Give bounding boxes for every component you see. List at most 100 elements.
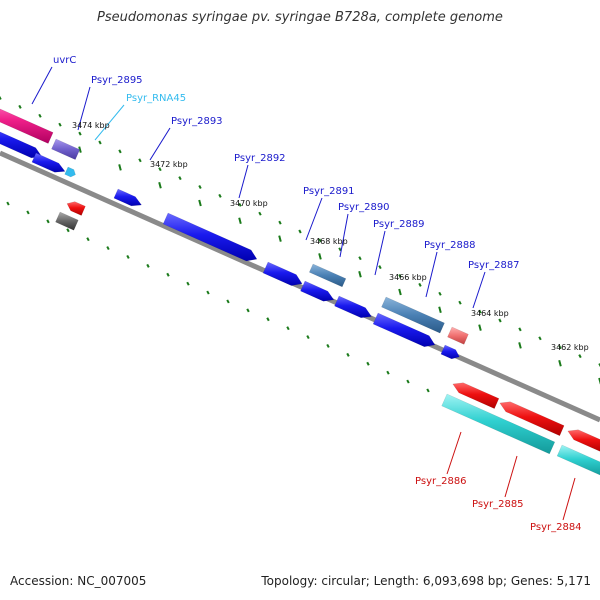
scale-label: 3464 kbp [471,309,509,318]
tick-mark [0,96,2,100]
tick-mark [158,181,162,189]
tick-mark [66,228,70,233]
gene-label-psyr-2890[interactable]: Psyr_2890 [338,202,390,213]
gene-feature-psyr-2889[interactable] [372,312,436,347]
tick-mark [246,308,250,313]
tick-mark [598,363,600,367]
gene-feature-forward[interactable] [334,295,372,319]
gene-label-uvrc[interactable]: uvrC [53,55,76,66]
tick-mark [186,281,190,286]
tick-mark [578,354,582,359]
tick-mark [458,300,462,305]
tick-mark [398,288,402,296]
tick-mark [318,238,322,243]
topology-text: Topology: circular; Length: 6,093,698 bp… [261,574,591,588]
gene-feature-psyr-2885[interactable] [499,401,565,437]
gene-label-psyr-2888[interactable]: Psyr_2888 [424,240,476,251]
tick-mark [358,256,362,261]
leader-line [446,431,462,475]
scale-label: 3474 kbp [72,121,110,130]
scale-label: 3468 kbp [310,237,348,246]
tick-mark [198,199,202,207]
leader-line [31,66,53,105]
tick-mark [386,370,390,375]
label-leader-lines [31,66,576,521]
tick-mark [378,265,382,270]
gene-label-psyr-2891[interactable]: Psyr_2891 [303,186,355,197]
gene-feature-psyr-2890[interactable] [300,280,335,302]
gene-feature-reverse[interactable] [66,201,86,216]
gene-feature-uvrc[interactable] [0,100,54,144]
tick-mark [278,235,282,242]
tick-mark [38,113,42,118]
gene-feature-psyr-2893[interactable] [113,188,142,207]
gene-label-psyr-2895[interactable]: Psyr_2895 [91,75,143,86]
gene-feature-psyr-2888[interactable] [381,296,445,334]
tick-mark [318,253,322,260]
tick-mark [338,247,342,252]
tick-mark [118,164,122,171]
tick-mark [298,229,302,234]
gene-label-psyr-2884[interactable]: Psyr_2884 [530,522,582,533]
tick-mark [218,193,222,198]
gene-feature-rna[interactable] [441,393,556,455]
gene-label-psyr-rna45[interactable]: Psyr_RNA45 [126,93,186,104]
tick-mark [158,167,162,172]
gene-label-psyr-2887[interactable]: Psyr_2887 [468,260,520,271]
tick-mark [358,270,362,278]
gene-feature-psyr-2892[interactable] [162,212,258,262]
gene-feature-psyr-2884[interactable] [567,429,600,453]
tick-mark [478,324,482,331]
tick-mark [306,335,310,340]
tick-mark [226,299,230,304]
tick-mark [198,185,202,189]
gene-feature-psyr-2895[interactable] [51,138,81,160]
tick-mark [346,352,350,357]
scale-label: 3466 kbp [389,273,427,282]
tick-mark [238,202,242,207]
gene-feature-forward[interactable] [262,261,303,286]
tick-mark [518,342,522,349]
tick-mark [266,317,270,322]
gene-label-psyr-2892[interactable]: Psyr_2892 [234,153,286,164]
tick-mark [46,219,50,224]
tick-mark [438,306,442,314]
tick-mark [58,122,62,127]
gene-feature-psyr-2891[interactable] [308,263,347,288]
gene-labels[interactable]: uvrC Psyr_2895 Psyr_RNA45 Psyr_2893 Psyr… [53,55,582,533]
tick-mark [498,318,502,323]
gene-feature-psyr-2886[interactable] [452,382,500,409]
gene-features [0,100,600,476]
tick-mark [366,361,370,366]
gene-label-psyr-2893[interactable]: Psyr_2893 [171,116,223,127]
scale-label: 3470 kbp [230,199,268,208]
leader-line [149,127,171,161]
tick-mark [118,149,122,154]
tick-mark [78,146,82,153]
gene-feature-forward[interactable] [31,152,66,173]
tick-mark [426,388,430,393]
tick-mark [98,140,102,145]
tick-mark [478,309,482,314]
gene-label-psyr-2889[interactable]: Psyr_2889 [373,219,425,230]
tick-mark [258,211,262,216]
tick-mark [6,201,10,206]
leader-line [77,86,91,131]
tick-mark [518,327,522,332]
leader-line [94,104,125,141]
gene-feature-gray[interactable] [55,211,79,231]
gene-label-psyr-2885[interactable]: Psyr_2885 [472,499,524,510]
gene-feature-rna45[interactable] [64,166,76,178]
gene-feature-rna[interactable] [556,444,600,476]
gene-feature-forward[interactable] [440,344,460,360]
tick-mark [418,282,422,287]
tick-mark [558,359,562,367]
leader-line [374,230,386,276]
gene-feature-psyr-2887[interactable] [447,326,469,345]
leader-line [562,477,576,521]
leader-line [425,251,438,298]
leader-line [339,213,349,258]
gene-label-psyr-2886[interactable]: Psyr_2886 [415,476,467,487]
map-title: Pseudomonas syringae pv. syringae B728a,… [97,10,503,25]
